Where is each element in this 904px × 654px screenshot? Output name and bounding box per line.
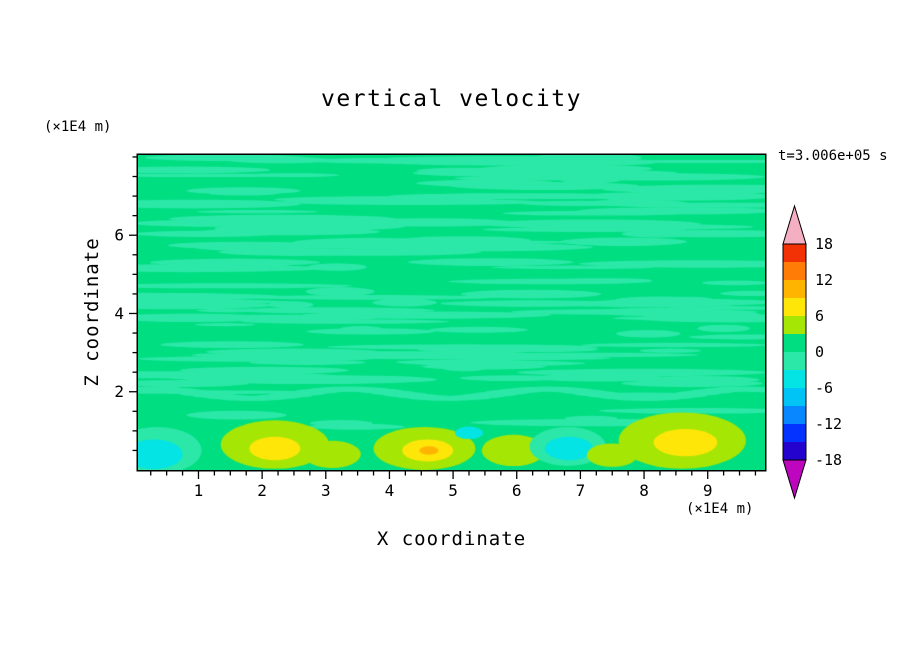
x-tick-labels: 1 2 3 4 5 6 7 8 9	[194, 481, 713, 500]
svg-text:-6: -6	[815, 379, 833, 397]
y-tick-labels: 2 4 6	[114, 226, 124, 402]
y-ticks	[129, 156, 137, 452]
svg-text:7: 7	[576, 481, 586, 500]
x-axis-label: X coordinate	[376, 528, 527, 550]
x-axis-unit: (×1E4 m)	[686, 501, 754, 517]
colorbar-labels: 18 12 6 0 -6 -12 -18	[815, 235, 842, 469]
svg-text:3: 3	[321, 481, 331, 500]
contour-field	[138, 155, 765, 470]
svg-text:6: 6	[512, 481, 522, 500]
colorbar-over-arrow	[782, 204, 807, 245]
svg-text:6: 6	[815, 307, 824, 325]
plot-frame	[136, 153, 767, 472]
chart-title: vertical velocity	[321, 86, 582, 112]
svg-text:-18: -18	[815, 451, 842, 469]
svg-text:2: 2	[114, 382, 124, 401]
colorbar-under-arrow	[782, 459, 807, 500]
y-axis-unit: (×1E4 m)	[44, 119, 112, 135]
svg-text:6: 6	[114, 226, 124, 245]
svg-text:4: 4	[114, 304, 124, 323]
colorbar	[782, 204, 807, 500]
x-ticks	[150, 471, 757, 479]
svg-text:8: 8	[639, 481, 649, 500]
svg-text:2: 2	[257, 481, 267, 500]
svg-text:4: 4	[385, 481, 395, 500]
svg-text:0: 0	[815, 343, 824, 361]
svg-text:18: 18	[815, 235, 833, 253]
time-annotation: t=3.006e+05 s	[778, 148, 888, 164]
svg-text:-12: -12	[815, 415, 842, 433]
svg-text:1: 1	[194, 481, 204, 500]
svg-text:9: 9	[703, 481, 713, 500]
svg-text:12: 12	[815, 271, 833, 289]
svg-text:5: 5	[448, 481, 458, 500]
y-axis-label: Z coordinate	[81, 237, 103, 387]
